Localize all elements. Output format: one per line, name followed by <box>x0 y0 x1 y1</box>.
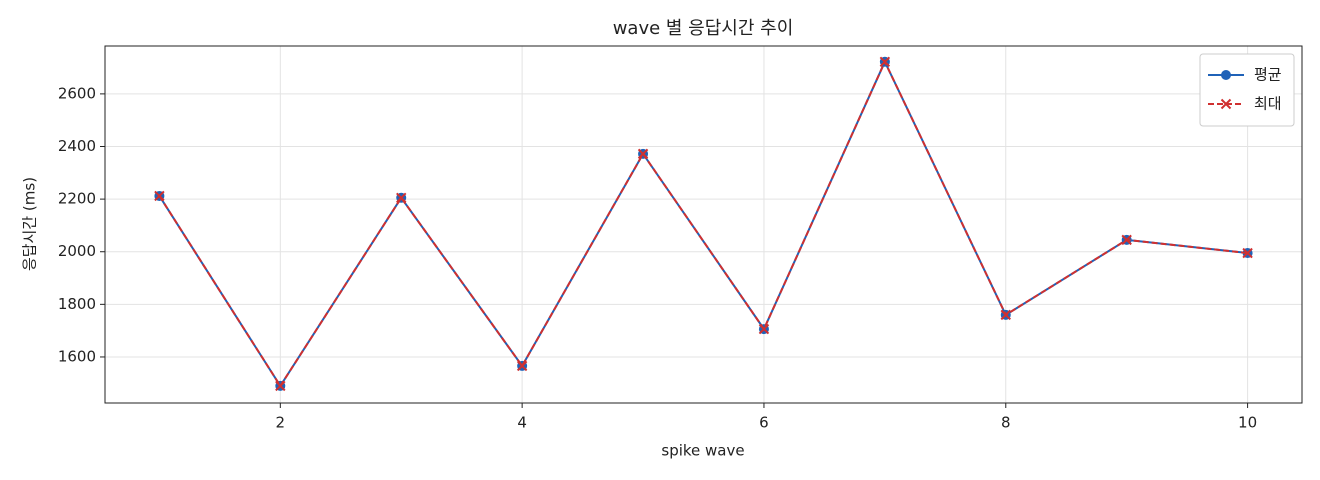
y-tick-label: 1600 <box>58 347 96 365</box>
x-tick-label: 10 <box>1238 414 1257 432</box>
marker <box>516 360 528 372</box>
x-axis-label: spike wave <box>661 442 744 460</box>
marker <box>1000 309 1011 321</box>
plot <box>154 56 1253 392</box>
y-tick-label: 2200 <box>58 190 96 208</box>
y-tick-label: 1800 <box>58 295 96 313</box>
x-tick-label: 4 <box>517 414 527 432</box>
marker <box>758 323 770 335</box>
grid: 1600 1800 2000 2200 2400 2600 2 4 6 8 10 <box>58 46 1302 432</box>
x-tick-label: 6 <box>759 414 769 432</box>
marker <box>1220 98 1232 110</box>
marker <box>396 192 407 204</box>
y-tick-label: 2600 <box>58 84 96 102</box>
y-tick-label: 2400 <box>58 137 96 155</box>
x-tick-label: 8 <box>1001 414 1011 432</box>
marker <box>1221 70 1231 80</box>
y-tick-label: 2000 <box>58 242 96 260</box>
series-line <box>158 59 1248 388</box>
legend-label: 최대 <box>1254 95 1282 113</box>
legend-label: 평균 <box>1254 66 1282 84</box>
marker <box>637 148 649 160</box>
y-axis-label: 응답시간 (ms) <box>21 177 39 271</box>
marker <box>879 56 891 67</box>
plot-frame <box>104 45 1303 404</box>
series-line <box>158 59 1248 388</box>
marker <box>154 190 165 202</box>
marker <box>275 380 286 392</box>
x-tick-label: 2 <box>276 414 286 432</box>
chart-title: wave 별 응답시간 추이 <box>613 18 794 39</box>
marker <box>1121 234 1132 246</box>
marker <box>1242 247 1253 259</box>
